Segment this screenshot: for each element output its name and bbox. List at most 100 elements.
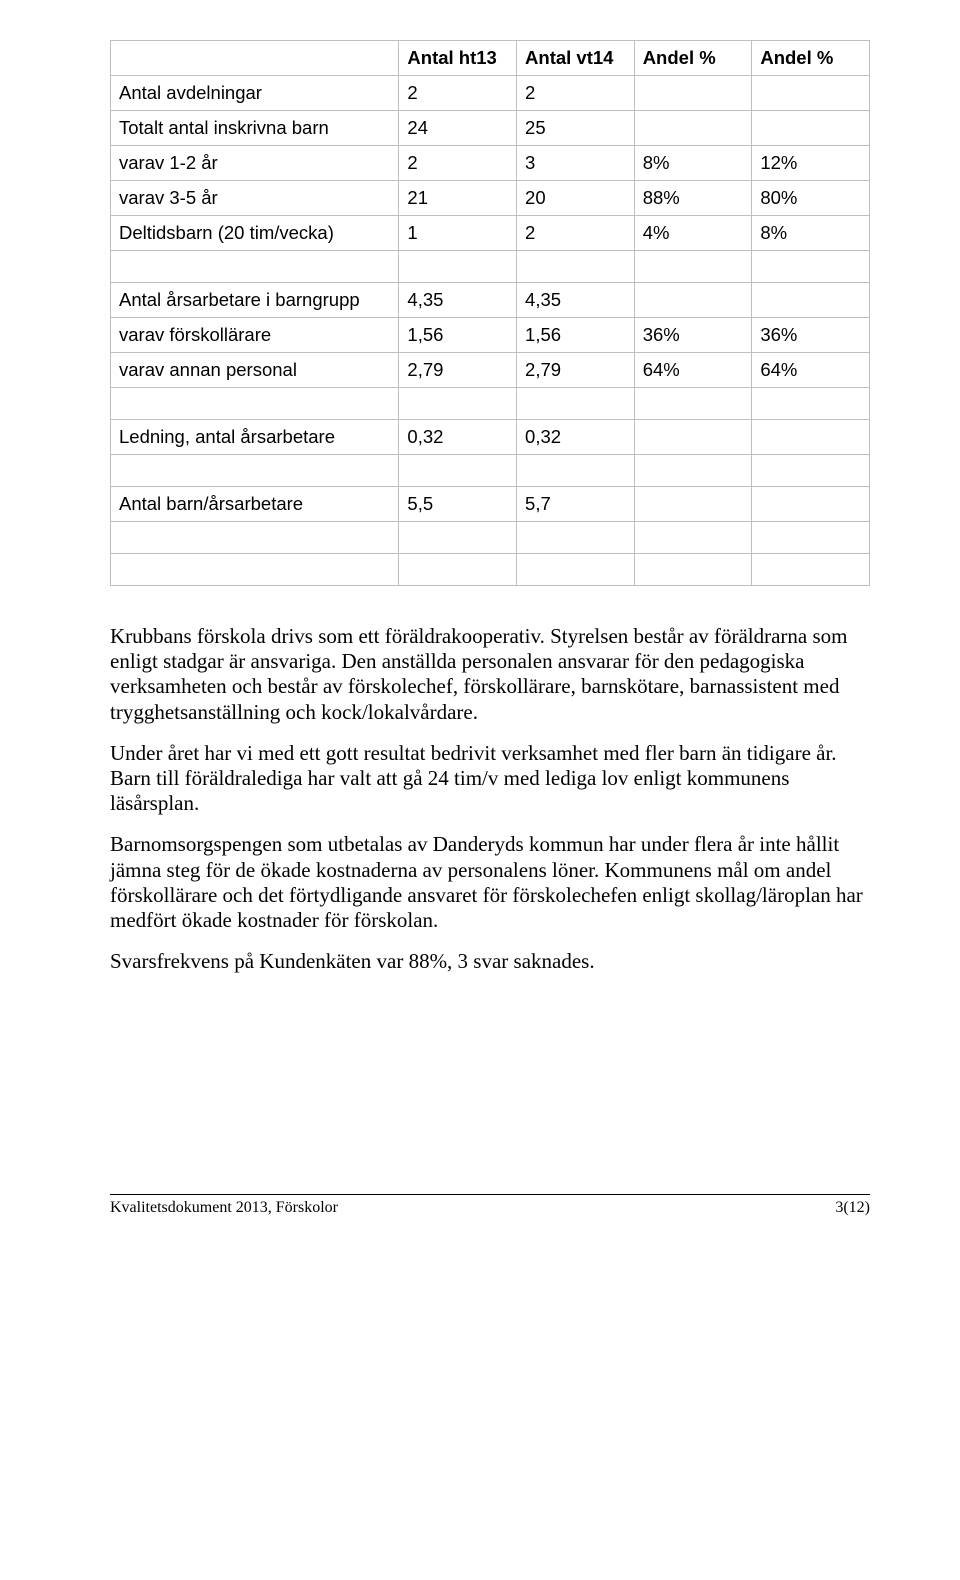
row-label: varav annan personal: [111, 353, 399, 388]
cell: [752, 455, 870, 487]
cell: [517, 251, 635, 283]
row-label: Deltidsbarn (20 tim/vecka): [111, 216, 399, 251]
paragraph: Krubbans förskola drivs som ett föräldra…: [110, 624, 870, 725]
document-page: Antal ht13 Antal vt14 Andel % Andel % An…: [0, 0, 960, 1247]
cell: [634, 283, 752, 318]
cell: [752, 554, 870, 586]
row-label: Antal årsarbetare i barngrupp: [111, 283, 399, 318]
cell: [517, 455, 635, 487]
cell: [517, 554, 635, 586]
cell: 5,5: [399, 487, 517, 522]
col-header: Antal ht13: [399, 41, 517, 76]
table-row: Ledning, antal årsarbetare0,320,32: [111, 420, 870, 455]
table-row: Antal årsarbetare i barngrupp4,354,35: [111, 283, 870, 318]
paragraph: Under året har vi med ett gott resultat …: [110, 741, 870, 817]
cell: 4,35: [399, 283, 517, 318]
table-header-row: Antal ht13 Antal vt14 Andel % Andel %: [111, 41, 870, 76]
cell: 25: [517, 111, 635, 146]
row-label: Totalt antal inskrivna barn: [111, 111, 399, 146]
row-label: varav 1-2 år: [111, 146, 399, 181]
table-row: Antal barn/årsarbetare5,55,7: [111, 487, 870, 522]
cell: [634, 388, 752, 420]
cell: [634, 111, 752, 146]
row-label: varav 3-5 år: [111, 181, 399, 216]
col-header: Antal vt14: [517, 41, 635, 76]
table-row: [111, 522, 870, 554]
cell: [399, 554, 517, 586]
row-label: [111, 554, 399, 586]
cell: [752, 76, 870, 111]
cell: 36%: [634, 318, 752, 353]
row-label: [111, 522, 399, 554]
col-header: Andel %: [752, 41, 870, 76]
table-row: varav 3-5 år212088%80%: [111, 181, 870, 216]
cell: 36%: [752, 318, 870, 353]
table-row: [111, 455, 870, 487]
cell: [752, 420, 870, 455]
cell: [752, 111, 870, 146]
table-row: Deltidsbarn (20 tim/vecka)124%8%: [111, 216, 870, 251]
cell: 8%: [634, 146, 752, 181]
row-label: [111, 388, 399, 420]
cell: [517, 388, 635, 420]
cell: [634, 522, 752, 554]
statistics-table: Antal ht13 Antal vt14 Andel % Andel % An…: [110, 40, 870, 586]
footer-right: 3(12): [835, 1199, 870, 1217]
table-row: varav förskollärare1,561,5636%36%: [111, 318, 870, 353]
row-label: varav förskollärare: [111, 318, 399, 353]
row-label: [111, 455, 399, 487]
cell: 4,35: [517, 283, 635, 318]
table-row: [111, 388, 870, 420]
cell: 2: [399, 76, 517, 111]
cell: [399, 522, 517, 554]
footer-left: Kvalitetsdokument 2013, Förskolor: [110, 1199, 338, 1217]
cell: [634, 487, 752, 522]
cell: 80%: [752, 181, 870, 216]
cell: [517, 522, 635, 554]
cell: 3: [517, 146, 635, 181]
cell: 2: [517, 216, 635, 251]
table-row: Totalt antal inskrivna barn2425: [111, 111, 870, 146]
body-text: Krubbans förskola drivs som ett föräldra…: [110, 624, 870, 974]
cell: 88%: [634, 181, 752, 216]
table-body: Antal avdelningar22Totalt antal inskrivn…: [111, 76, 870, 586]
cell: 0,32: [517, 420, 635, 455]
cell: [634, 420, 752, 455]
cell: [399, 251, 517, 283]
col-header: Andel %: [634, 41, 752, 76]
cell: 24: [399, 111, 517, 146]
cell: 1: [399, 216, 517, 251]
cell: [399, 388, 517, 420]
cell: [634, 455, 752, 487]
cell: 2,79: [399, 353, 517, 388]
cell: 20: [517, 181, 635, 216]
paragraph: Svarsfrekvens på Kundenkäten var 88%, 3 …: [110, 949, 870, 974]
cell: 5,7: [517, 487, 635, 522]
cell: 4%: [634, 216, 752, 251]
row-label: [111, 251, 399, 283]
row-label: Antal barn/årsarbetare: [111, 487, 399, 522]
cell: [634, 76, 752, 111]
table-row: varav 1-2 år238%12%: [111, 146, 870, 181]
cell: 1,56: [517, 318, 635, 353]
table-row: [111, 251, 870, 283]
cell: [752, 251, 870, 283]
paragraph: Barnomsorgspengen som utbetalas av Dande…: [110, 832, 870, 933]
cell: 64%: [752, 353, 870, 388]
cell: 2: [517, 76, 635, 111]
cell: [752, 487, 870, 522]
cell: [634, 251, 752, 283]
cell: 12%: [752, 146, 870, 181]
cell: 2,79: [517, 353, 635, 388]
cell: 0,32: [399, 420, 517, 455]
row-label: Ledning, antal årsarbetare: [111, 420, 399, 455]
row-label: Antal avdelningar: [111, 76, 399, 111]
cell: [752, 283, 870, 318]
table-row: varav annan personal2,792,7964%64%: [111, 353, 870, 388]
cell: [752, 522, 870, 554]
cell: 2: [399, 146, 517, 181]
table-row: [111, 554, 870, 586]
cell: 8%: [752, 216, 870, 251]
cell: [634, 554, 752, 586]
cell: [399, 455, 517, 487]
